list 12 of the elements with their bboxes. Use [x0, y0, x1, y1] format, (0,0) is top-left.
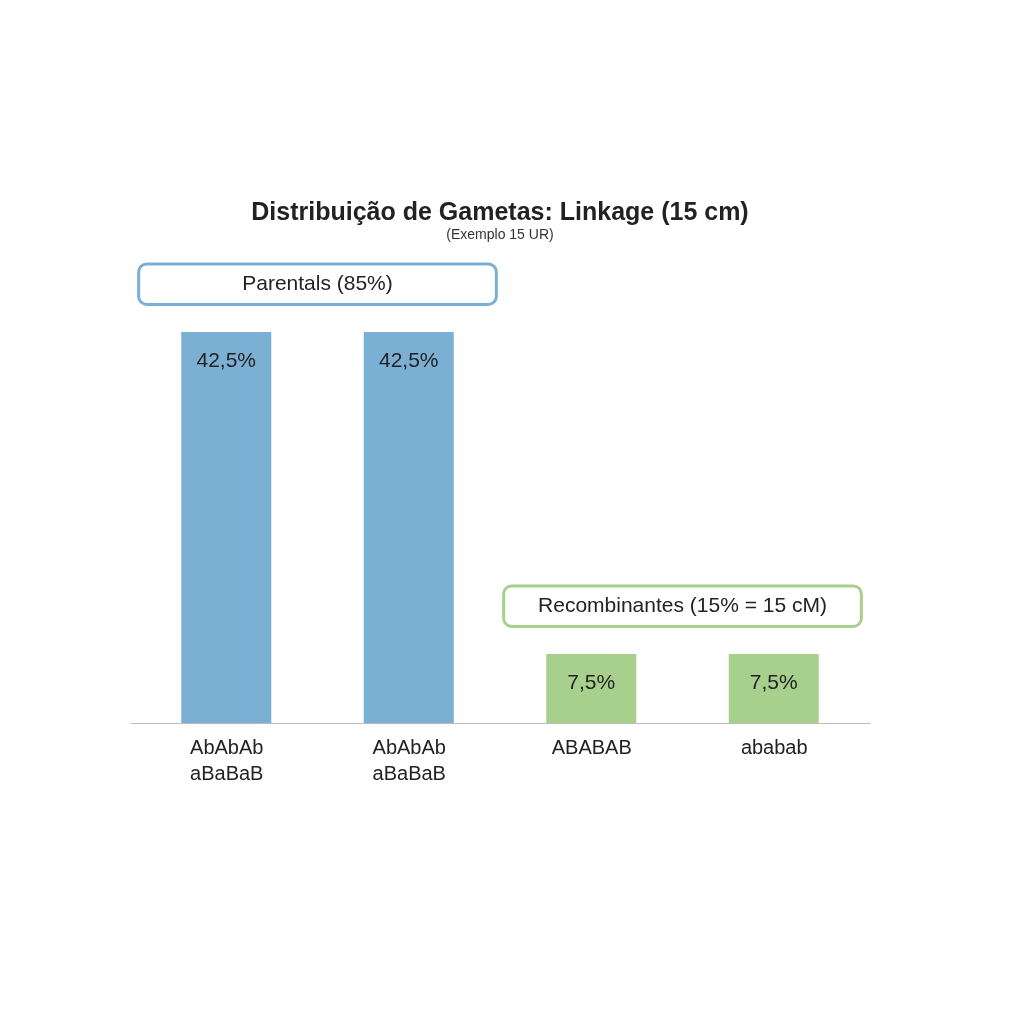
annotation: Parentals (85%) [242, 271, 393, 295]
annotation: Recombinantes (15% = 15 cM) [538, 593, 827, 617]
data-label: 7,5% [749, 670, 798, 693]
chart-title: Distribuição de Gametas: Linkage (15 cm) [251, 197, 749, 226]
chart-subtitle: (Exemplo 15 UR) [446, 226, 554, 243]
x-tick-label: ababab [740, 735, 808, 758]
data-label: 7,5% [567, 670, 616, 693]
data-label: 42,5% [196, 348, 257, 371]
data-label: 42,5% [378, 348, 439, 371]
x-tick-label: AbAbAb aBaBaB [190, 735, 264, 784]
x-tick-label: ABABAB [551, 735, 632, 758]
x-tick-label: AbAbAb aBaBaB [372, 735, 446, 784]
